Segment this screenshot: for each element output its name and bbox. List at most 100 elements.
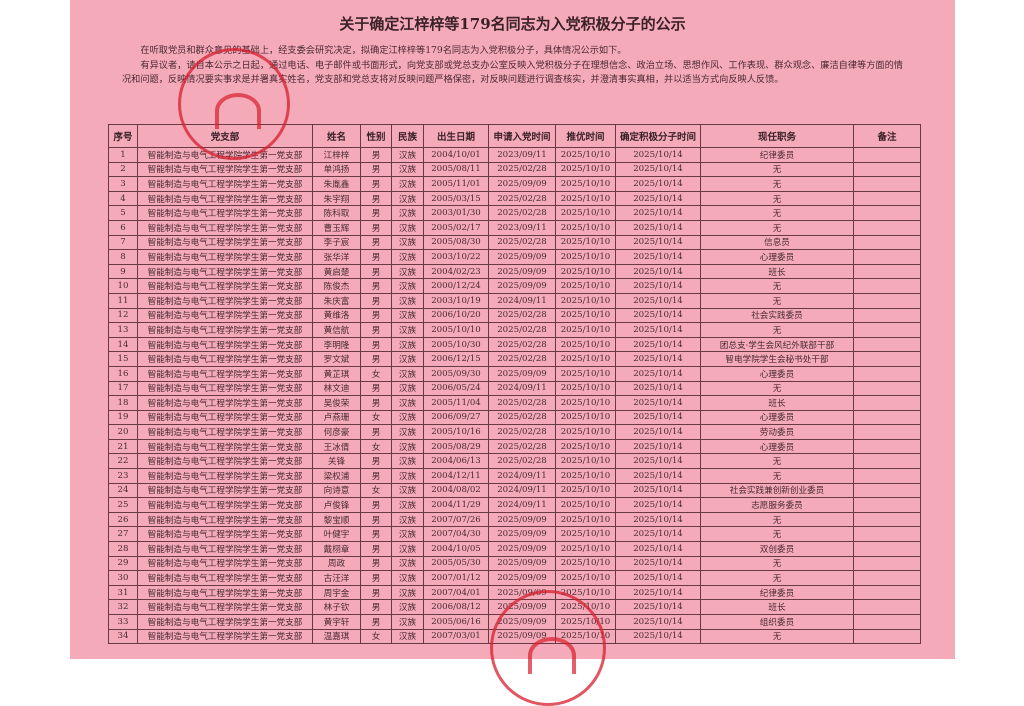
- application-date: 2025/09/09: [488, 541, 556, 557]
- party-branch: 智能制造与电气工程学院学生第一党支部: [137, 176, 313, 192]
- table-row: 11 智能制造与电气工程学院学生第一党支部 朱庆富男汉族 2003/10/19 2024…: [108, 292, 921, 309]
- table-row: 26 智能制造与电气工程学院学生第一党支部 黎宝顺男汉族 2007/07/26 2025…: [108, 511, 921, 528]
- application-date: 2025/09/09: [488, 278, 556, 294]
- current-position: 团总支·学生会风纪外联部干部: [700, 336, 854, 353]
- name: 温嘉琪: [312, 628, 361, 645]
- application-date: 2023/09/11: [488, 147, 556, 163]
- current-position: 班长: [700, 263, 854, 280]
- name: 周政: [312, 555, 361, 572]
- current-position: 组织委员: [700, 614, 854, 630]
- party-branch: 智能制造与电气工程学院学生第一党支部: [137, 453, 313, 470]
- current-position: 纪律委员: [700, 584, 854, 601]
- name: 朱庆富: [312, 292, 361, 309]
- party-branch: 智能制造与电气工程学院学生第一党支部: [137, 161, 313, 178]
- application-date: 2025/02/28: [488, 322, 556, 338]
- gender: 男: [360, 380, 392, 397]
- birth-date: 2006/12/15: [423, 351, 489, 367]
- remarks: [853, 234, 921, 251]
- birth-date: 2006/08/12: [423, 599, 489, 615]
- birth-date: 2005/10/16: [423, 424, 489, 440]
- recommend-date: 2025/10/10: [555, 365, 616, 382]
- ethnicity: 汉族: [391, 628, 424, 645]
- application-date: 2025/02/28: [488, 438, 556, 455]
- current-position: 无: [700, 468, 854, 484]
- gender: 男: [360, 234, 392, 251]
- birth-date: 2007/01/12: [423, 570, 489, 586]
- ethnicity: 汉族: [391, 497, 424, 513]
- current-position: 社会实践委员: [700, 307, 854, 324]
- recommend-date: 2025/10/10: [555, 307, 616, 324]
- confirm-date: 2025/10/14: [615, 205, 701, 221]
- ethnicity: 汉族: [391, 351, 424, 367]
- table-row: 30 智能制造与电气工程学院学生第一党支部 古汪洋男汉族 2007/01/12 2025…: [108, 570, 921, 586]
- confirm-date: 2025/10/14: [615, 292, 701, 309]
- ethnicity: 汉族: [391, 263, 424, 280]
- application-date: 2025/09/09: [488, 599, 556, 615]
- application-date: 2025/02/28: [488, 161, 556, 178]
- confirm-date: 2025/10/14: [615, 395, 701, 411]
- confirm-date: 2025/10/14: [615, 584, 701, 601]
- application-date: 2025/09/09: [488, 249, 556, 265]
- gender: 男: [360, 468, 392, 484]
- remarks: [853, 176, 921, 192]
- ethnicity: 汉族: [391, 336, 424, 353]
- column-header: 推优时间: [555, 124, 616, 148]
- application-date: 2025/02/28: [488, 453, 556, 470]
- intro-paragraph-1: 在听取党员和群众意见的基础上，经支委会研究决定，拟确定江梓梓等179名同志为入党…: [140, 45, 627, 56]
- name: 林文迪: [312, 380, 361, 397]
- table-row: 9 智能制造与电气工程学院学生第一党支部 黄启楚男汉族 2004/02/23 2025/…: [108, 263, 921, 280]
- recommend-date: 2025/10/10: [555, 468, 616, 484]
- recommend-date: 2025/10/10: [555, 555, 616, 572]
- name: 梁权浦: [312, 468, 361, 484]
- birth-date: 2005/11/04: [423, 395, 489, 411]
- ethnicity: 汉族: [391, 526, 424, 543]
- birth-date: 2006/05/24: [423, 380, 489, 397]
- row-number: 20: [108, 424, 138, 440]
- recommend-date: 2025/10/10: [555, 176, 616, 192]
- table-row: 14 智能制造与电气工程学院学生第一党支部 李明隆男汉族 2005/10/30 2025…: [108, 336, 921, 353]
- confirm-date: 2025/10/14: [615, 555, 701, 572]
- table-row: 29 智能制造与电气工程学院学生第一党支部 周政男汉族 2005/05/30 2025/…: [108, 555, 921, 572]
- current-position: 无: [700, 205, 854, 221]
- recommend-date: 2025/10/10: [555, 541, 616, 557]
- gender: 男: [360, 278, 392, 294]
- gender: 女: [360, 482, 392, 499]
- party-branch: 智能制造与电气工程学院学生第一党支部: [137, 438, 313, 455]
- table-row: 4 智能制造与电气工程学院学生第一党支部 朱宇翔男汉族 2005/03/15 2025/…: [108, 190, 921, 207]
- gender: 男: [360, 190, 392, 207]
- ethnicity: 汉族: [391, 468, 424, 484]
- row-number: 18: [108, 395, 138, 411]
- row-number: 27: [108, 526, 138, 543]
- application-date: 2025/09/09: [488, 365, 556, 382]
- gender: 男: [360, 511, 392, 528]
- column-header: 备注: [853, 124, 921, 148]
- application-date: 2025/09/09: [488, 263, 556, 280]
- row-number: 11: [108, 292, 138, 309]
- row-number: 6: [108, 219, 138, 236]
- application-date: 2025/02/28: [488, 307, 556, 324]
- application-date: 2024/09/11: [488, 497, 556, 513]
- confirm-date: 2025/10/14: [615, 409, 701, 426]
- birth-date: 2007/07/26: [423, 511, 489, 528]
- table-row: 24 智能制造与电气工程学院学生第一党支部 向诗意女汉族 2004/08/02 2024…: [108, 482, 921, 499]
- remarks: [853, 380, 921, 397]
- recommend-date: 2025/10/10: [555, 190, 616, 207]
- party-branch: 智能制造与电气工程学院学生第一党支部: [137, 263, 313, 280]
- table-row: 13 智能制造与电气工程学院学生第一党支部 黄信航男汉族 2005/10/10 2025…: [108, 322, 921, 338]
- name: 王冰倩: [312, 438, 361, 455]
- table-row: 10 智能制造与电气工程学院学生第一党支部 陈俊杰男汉族 2000/12/24 2025…: [108, 278, 921, 294]
- remarks: [853, 468, 921, 484]
- remarks: [853, 219, 921, 236]
- name: 卢燕珊: [312, 409, 361, 426]
- remarks: [853, 526, 921, 543]
- row-number: 8: [108, 249, 138, 265]
- party-branch: 智能制造与电气工程学院学生第一党支部: [137, 409, 313, 426]
- name: 罗文斌: [312, 351, 361, 367]
- party-branch: 智能制造与电气工程学院学生第一党支部: [137, 482, 313, 499]
- table-row: 22 智能制造与电气工程学院学生第一党支部 关锋男汉族 2004/06/13 2025/…: [108, 453, 921, 470]
- name: 黎宝顺: [312, 511, 361, 528]
- ethnicity: 汉族: [391, 599, 424, 615]
- name: 何彦豪: [312, 424, 361, 440]
- confirm-date: 2025/10/14: [615, 336, 701, 353]
- recommend-date: 2025/10/10: [555, 570, 616, 586]
